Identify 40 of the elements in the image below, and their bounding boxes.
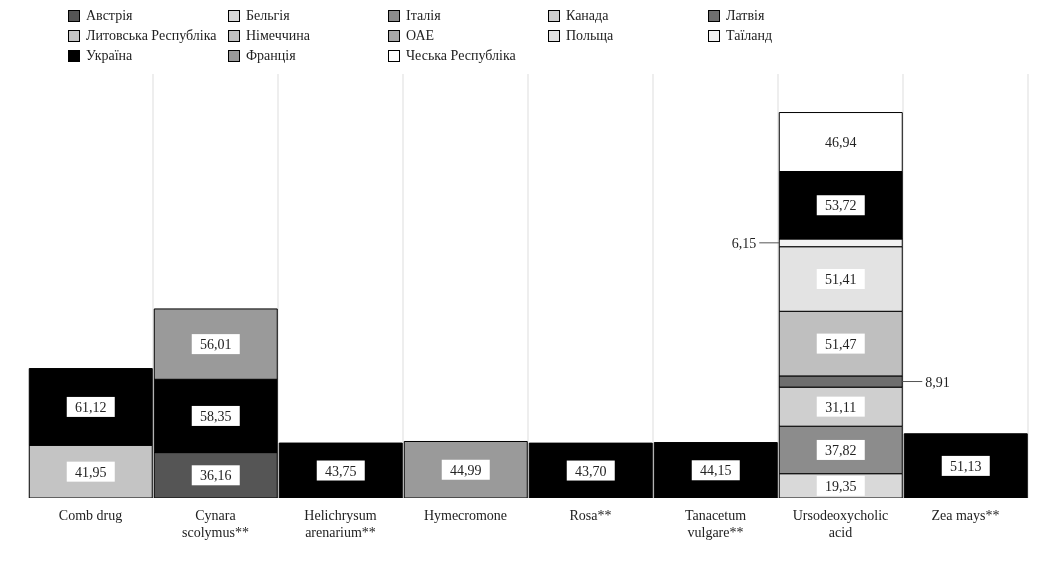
legend-label: Чеська Республіка	[406, 48, 516, 64]
data-label: 36,16	[200, 468, 232, 484]
data-label: 19,35	[825, 478, 857, 494]
data-label: 44,99	[450, 462, 482, 478]
x-tick-label: Tanacetum vulgare**	[684, 508, 747, 540]
legend-label: Італія	[406, 8, 441, 24]
legend-label: Австрія	[86, 8, 133, 24]
data-label: 43,75	[325, 463, 357, 479]
legend-label: Канада	[566, 8, 609, 24]
legend-label: Франція	[246, 48, 296, 64]
x-tick-label: Helichrysum arenarium**	[304, 508, 377, 540]
legend-label: Бельгія	[246, 8, 290, 24]
data-label: 51,47	[825, 336, 857, 352]
data-label: 8,91	[925, 374, 950, 390]
data-label: 51,41	[825, 271, 857, 287]
legend-label: Німеччина	[246, 28, 311, 44]
x-tick-label: Ursodeoxycholic acid	[792, 508, 889, 540]
x-tick-label: Hymecromone	[423, 508, 508, 523]
x-tick-label: Cynara scolymus**	[182, 508, 249, 540]
data-label: 58,35	[200, 408, 232, 424]
legend-label: Таїланд	[726, 28, 773, 44]
legend-label: Україна	[86, 48, 133, 64]
data-label: 53,72	[825, 198, 857, 214]
legend-label: Латвія	[726, 8, 765, 24]
data-label: 41,95	[75, 464, 107, 480]
x-tick-label: Zea mays**	[931, 508, 1000, 523]
data-label: 56,01	[200, 337, 232, 353]
data-label: 43,70	[575, 463, 607, 479]
legend-label: Литовська Республіка	[86, 28, 217, 44]
data-label: 46,94	[825, 135, 857, 151]
data-label: 44,15	[700, 463, 732, 479]
legend-label: Польща	[566, 28, 614, 44]
data-label: 6,15	[731, 235, 757, 251]
data-label: 51,13	[950, 458, 982, 474]
x-tick-label: Comb drug	[58, 508, 123, 523]
data-label: 61,12	[75, 399, 107, 415]
data-label: 37,82	[825, 442, 857, 458]
data-label: 31,11	[825, 399, 857, 415]
legend-label: ОАЕ	[406, 28, 435, 44]
x-tick-label: Rosa**	[569, 508, 612, 523]
